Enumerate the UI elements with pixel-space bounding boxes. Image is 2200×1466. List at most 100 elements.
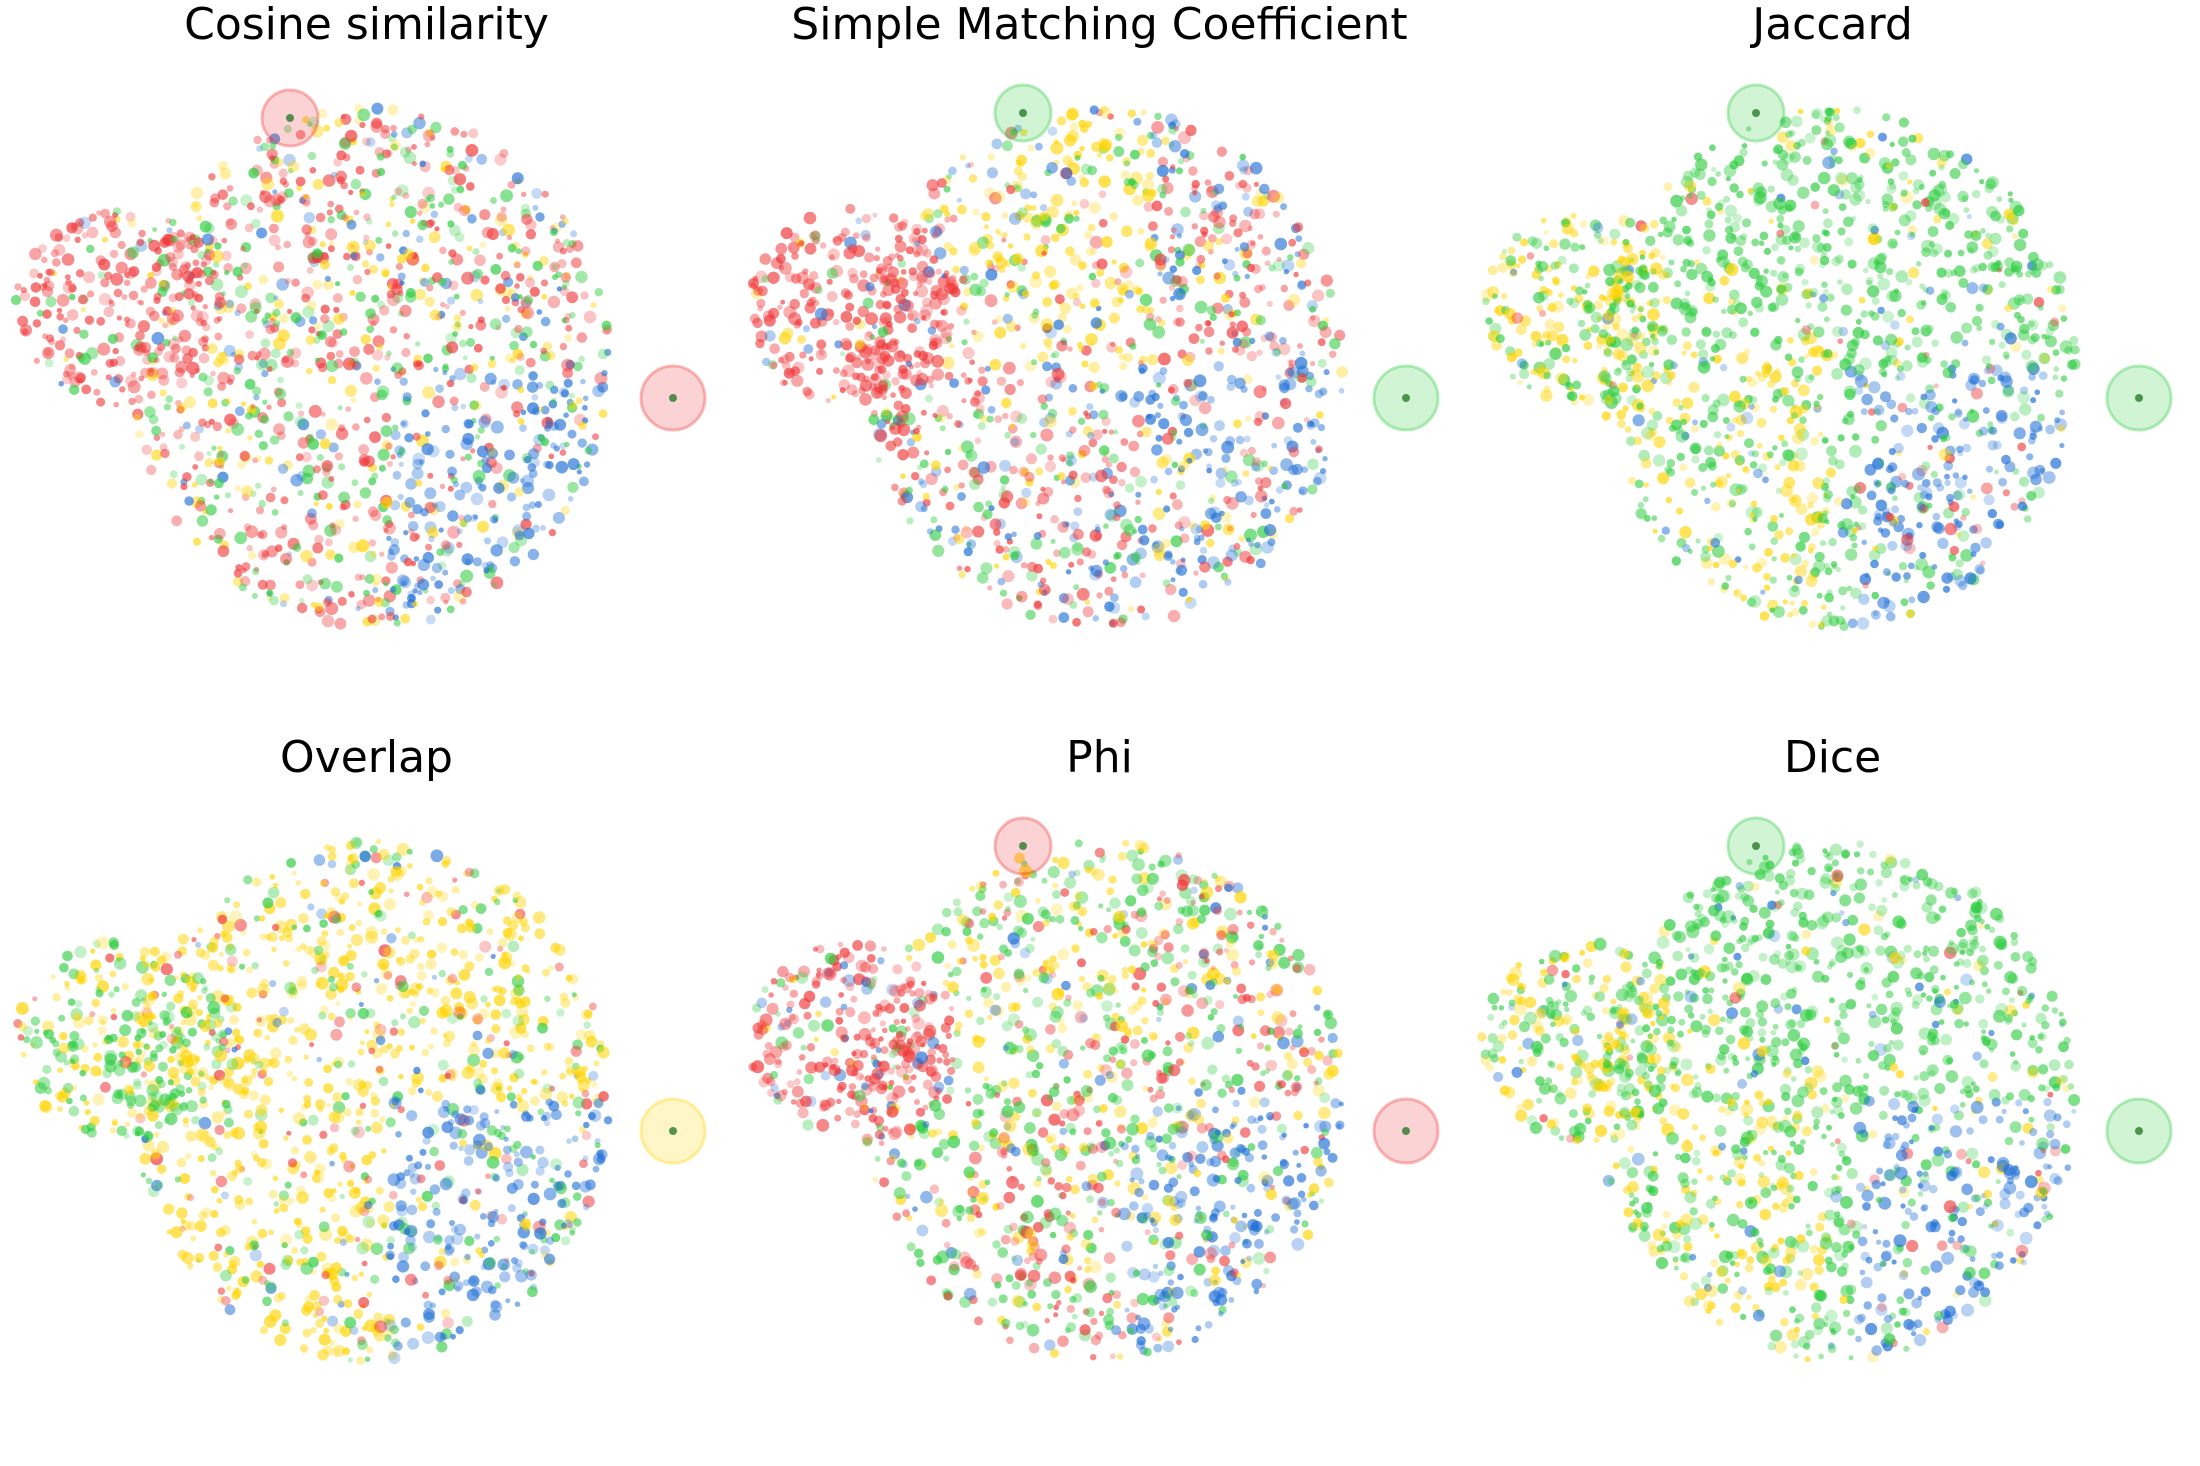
scatter-point — [424, 487, 437, 500]
scatter-point — [436, 548, 445, 556]
scatter-point — [226, 185, 234, 192]
scatter-point — [1858, 296, 1866, 304]
scatter-point — [272, 882, 279, 889]
scatter-point — [1606, 335, 1615, 344]
scatter-point — [561, 317, 567, 323]
scatter-point — [446, 605, 455, 614]
scatter-point — [1291, 463, 1303, 475]
scatter-point — [392, 1275, 400, 1283]
scatter-point — [202, 266, 214, 278]
scatter-point — [1823, 489, 1833, 500]
scatter-point — [1040, 402, 1048, 410]
scatter-point — [1840, 518, 1854, 531]
scatter-point — [109, 1127, 117, 1134]
scatter-point — [358, 1271, 365, 1277]
scatter-point — [1280, 458, 1293, 472]
scatter-point — [1941, 572, 1953, 584]
scatter-point — [1622, 238, 1630, 246]
scatter-point — [1647, 323, 1656, 332]
scatter-point — [1889, 289, 1902, 303]
scatter-point — [1652, 528, 1658, 534]
scatter-point — [253, 308, 260, 315]
scatter-point — [557, 259, 567, 269]
scatter-point — [1028, 312, 1040, 324]
scatter-point — [316, 1251, 327, 1262]
scatter-point — [1533, 291, 1545, 304]
scatter-point — [1681, 350, 1687, 356]
scatter-point — [1735, 414, 1747, 426]
scatter-point — [325, 503, 333, 510]
scatter-point — [1159, 296, 1167, 304]
scatter-point — [1616, 367, 1622, 373]
scatter-point — [1707, 411, 1719, 423]
scatter-point — [1907, 562, 1915, 570]
scatter-point — [1030, 205, 1037, 211]
scatter-point — [1682, 170, 1694, 182]
scatter-point — [1690, 167, 1701, 178]
scatter-point — [2053, 271, 2067, 284]
scatter-point — [1944, 269, 1953, 278]
scatter-point — [428, 231, 441, 244]
scatter-point — [1208, 497, 1215, 504]
scatter-point — [415, 479, 423, 487]
scatter-point — [255, 506, 265, 515]
scatter-point — [108, 301, 115, 308]
scatter-point — [570, 257, 582, 269]
scatter-point — [146, 367, 155, 377]
scatter-point — [1780, 484, 1793, 498]
scatter-point — [312, 279, 323, 290]
scatter-point — [958, 482, 965, 489]
scatter-point — [156, 955, 167, 965]
scatter-point — [1801, 278, 1809, 286]
scatter-point — [1697, 361, 1711, 374]
scatter-point — [1898, 214, 1911, 227]
scatter-point — [52, 258, 61, 267]
scatter-point — [532, 1079, 539, 1086]
scatter-point — [972, 525, 985, 538]
scatter-point — [1850, 587, 1862, 599]
scatter-point — [216, 457, 226, 467]
scatter-point — [449, 375, 456, 382]
scatter-point — [1858, 522, 1867, 531]
scatter-point — [442, 1032, 448, 1039]
scatter-point — [369, 431, 381, 443]
scatter-point — [1700, 485, 1707, 491]
scatter-point — [1719, 275, 1730, 286]
scatter-point — [258, 359, 268, 369]
scatter-point — [1006, 184, 1016, 195]
scatter-point — [1652, 371, 1661, 381]
scatter-point — [369, 845, 378, 854]
scatter-point — [1091, 278, 1101, 288]
scatter-point — [1639, 350, 1648, 359]
scatter-point — [302, 1233, 313, 1244]
scatter-point — [138, 375, 145, 382]
scatter-point — [1846, 339, 1859, 352]
scatter-point — [231, 423, 245, 436]
scatter-point — [1787, 459, 1800, 472]
scatter-point — [1142, 189, 1155, 202]
scatter-point — [977, 376, 988, 387]
scatter-point — [1041, 323, 1052, 334]
scatter-point — [321, 930, 329, 938]
scatter-point — [1908, 596, 1916, 604]
scatter-point — [437, 277, 447, 287]
scatter-point — [185, 1153, 192, 1160]
scatter-point — [1639, 270, 1650, 281]
scatter-point — [1735, 484, 1747, 495]
panel-title: Cosine similarity — [184, 0, 549, 50]
scatter-point — [1797, 108, 1804, 115]
scatter-point — [1651, 515, 1658, 521]
scatter-point — [437, 561, 447, 570]
scatter-point — [1170, 275, 1183, 287]
scatter-point — [194, 500, 207, 512]
scatter-point — [2012, 233, 2018, 240]
scatter-point — [333, 306, 340, 313]
scatter-point — [1966, 488, 1973, 495]
scatter-point — [1736, 429, 1745, 438]
scatter-point — [376, 838, 382, 845]
scatter-point — [1998, 341, 2006, 349]
scatter-point — [1837, 527, 1849, 538]
scatter-point — [402, 392, 412, 402]
scatter-point — [913, 290, 919, 297]
scatter-point — [1862, 581, 1870, 589]
